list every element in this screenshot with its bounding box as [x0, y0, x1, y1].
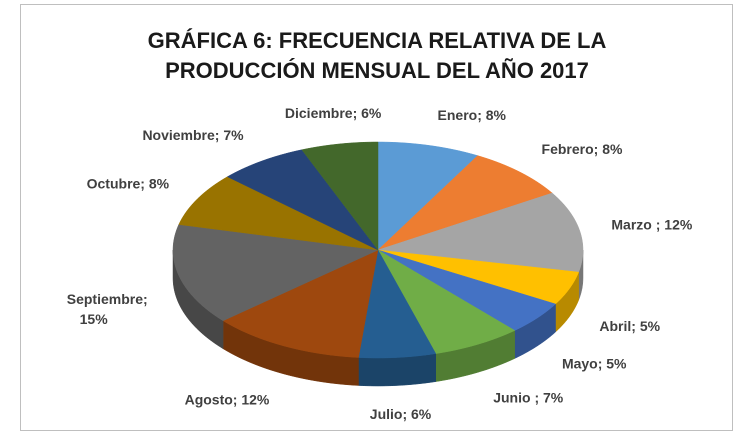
pie-slice	[301, 141, 379, 251]
pie-slice	[222, 249, 379, 358]
data-label: Mayo; 5%	[562, 356, 627, 372]
data-label: Octubre; 8%	[87, 176, 170, 192]
data-label: Diciembre; 6%	[285, 105, 382, 121]
data-label: Septiembre;	[67, 291, 148, 307]
pie-slice	[226, 149, 379, 251]
pie-slice	[172, 224, 379, 322]
pie-slice	[178, 176, 379, 251]
pie-slice-side	[358, 353, 437, 387]
pie-slice	[377, 155, 553, 251]
pie-slice	[377, 249, 557, 331]
data-label: Julio; 6%	[370, 406, 432, 422]
data-label: Febrero; 8%	[542, 141, 623, 157]
data-label: Noviembre; 7%	[142, 127, 244, 143]
data-label: 15%	[80, 311, 109, 327]
data-label: Junio ; 7%	[493, 389, 564, 405]
pie-slice	[377, 249, 580, 305]
data-label: Marzo ; 12%	[611, 217, 692, 233]
pie-slice	[377, 192, 584, 273]
chart-title: GRÁFICA 6: FRECUENCIA RELATIVA DE LA	[148, 28, 607, 53]
chart-title: PRODUCCIÓN MENSUAL DEL AÑO 2017	[165, 58, 589, 83]
data-label: Enero; 8%	[438, 107, 507, 123]
pie-slice	[358, 249, 437, 359]
data-label: Abril; 5%	[599, 318, 660, 334]
pie-slice	[377, 141, 479, 251]
data-label: Agosto; 12%	[185, 391, 270, 407]
pie-slice	[377, 249, 516, 354]
